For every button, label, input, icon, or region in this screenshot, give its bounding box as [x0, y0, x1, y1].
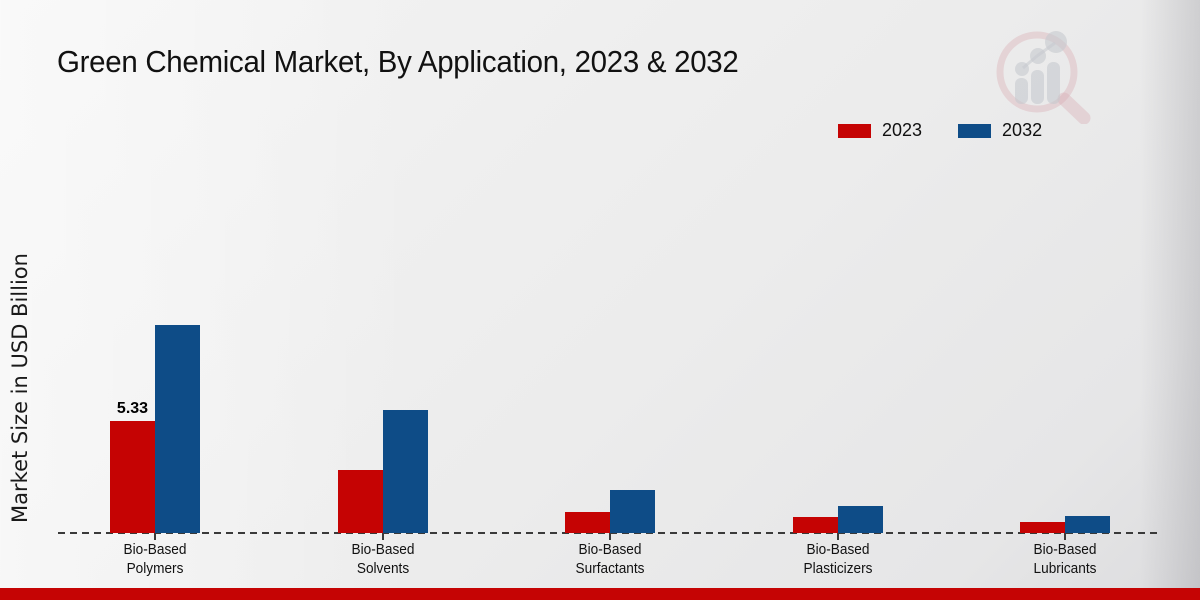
magnifier-bar-chart-logo-icon [996, 31, 1091, 124]
category-label-bio-based-solvents: Bio-Based Solvents [351, 542, 414, 577]
x-axis-tick [381, 533, 384, 540]
x-axis-tick [1064, 533, 1066, 540]
category-label-bio-based-plasticizers: Bio-Based Plasticizers [803, 542, 872, 577]
x-axis-tick [836, 533, 839, 540]
bar-2032-bio-based-surfactants [610, 490, 655, 533]
category-label-bio-based-surfactants: Bio-Based Surfactants [575, 542, 645, 577]
bar-2023-bio-based-solvents [337, 470, 383, 533]
x-axis-tick [609, 533, 611, 540]
legend-swatch-2023 [838, 123, 871, 138]
bar-2023-bio-based-polymers [110, 421, 155, 533]
bar-value-label: 5.33 [116, 399, 149, 417]
legend: 2023 2032 [838, 120, 1078, 141]
legend-label-2032: 2032 [1002, 120, 1043, 140]
bar-2032-bio-based-polymers [155, 325, 200, 533]
bar-2032-bio-based-solvents [382, 410, 428, 533]
category-label-bio-based-lubricants: Bio-Based Lubricants [1033, 542, 1097, 577]
category-label-bio-based-polymers: Bio-Based Polymers [123, 542, 187, 577]
legend-label-2023: 2023 [882, 120, 923, 140]
bar-2023-bio-based-surfactants [565, 512, 610, 533]
bar-2023-bio-based-plasticizers [792, 517, 838, 533]
legend-swatch-2032 [958, 123, 992, 138]
chart-title: Green Chemical Market, By Application, 2… [57, 44, 739, 79]
footer-accent-strip [0, 588, 1200, 600]
bar-2032-bio-based-lubricants [1065, 516, 1110, 533]
x-axis-tick [154, 533, 156, 540]
bar-2032-bio-based-plasticizers [837, 506, 883, 533]
bar-2023-bio-based-lubricants [1020, 522, 1065, 533]
